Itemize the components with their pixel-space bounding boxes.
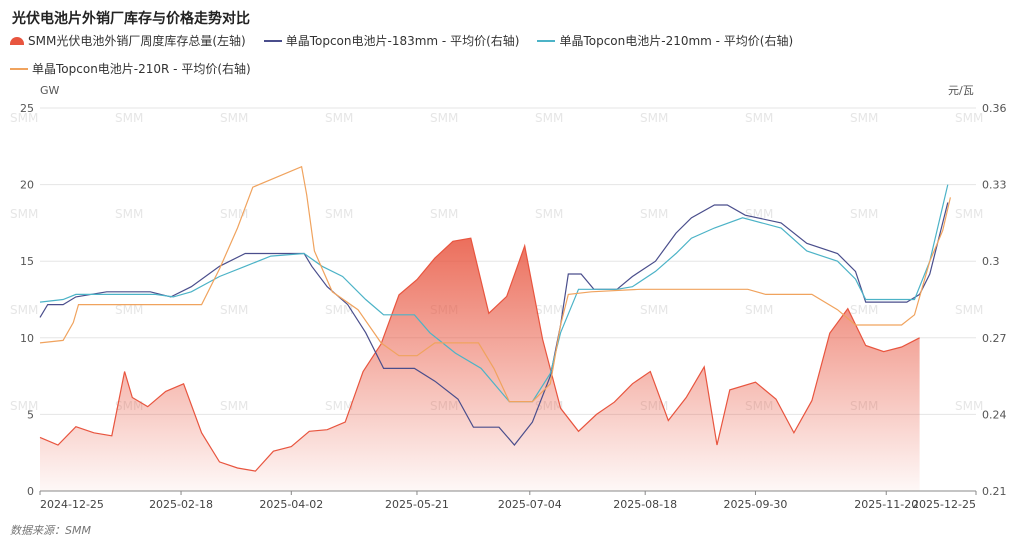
legend-row-1: SMM光伏电池外销厂周度库存总量(左轴) 单晶Topcon电池片-183mm -…: [10, 32, 793, 49]
x-tick-label: 2025-12-25: [912, 498, 976, 511]
watermark-text: SMM: [955, 303, 983, 317]
left-tick-label: 5: [27, 408, 34, 421]
legend-swatch-210mm: [537, 39, 556, 42]
x-tick-label: 2025-07-04: [498, 498, 562, 511]
watermark-text: SMM: [955, 399, 983, 413]
legend-row-2: 单晶Topcon电池片-210R - 平均价(右轴): [10, 60, 251, 77]
watermark-text: SMM: [10, 303, 38, 317]
series-line-inventory: [39, 237, 920, 472]
series-line-s210r: [39, 165, 951, 403]
watermark-text: SMM: [10, 399, 38, 413]
legend-item-183mm[interactable]: 单晶Topcon电池片-183mm - 平均价(右轴): [263, 32, 520, 49]
watermark-text: SMM: [220, 399, 248, 413]
watermark-text: SMM: [535, 303, 563, 317]
watermark-text: SMM: [745, 111, 773, 125]
watermark-text: SMM: [640, 207, 668, 221]
legend-swatch-210r: [10, 67, 28, 70]
legend-item-210mm[interactable]: 单晶Topcon电池片-210mm - 平均价(右轴): [537, 32, 793, 49]
watermark-text: SMM: [640, 303, 668, 317]
right-axis-unit: 元/瓦: [948, 84, 974, 97]
x-tick-label: 2025-08-18: [613, 498, 677, 511]
legend-label-210r: 单晶Topcon电池片-210R - 平均价(右轴): [32, 62, 251, 76]
watermark-text: SMM: [220, 303, 248, 317]
watermark-text: SMM: [10, 207, 38, 221]
x-tick-label: 2025-04-02: [259, 498, 323, 511]
watermark-text: SMM: [850, 303, 878, 317]
right-tick-label: 0.21: [982, 485, 1007, 498]
right-tick-label: 0.27: [982, 332, 1007, 345]
left-axis-unit: GW: [40, 84, 60, 97]
watermark-text: SMM: [535, 111, 563, 125]
watermark-text: SMM: [430, 111, 458, 125]
watermark-text: SMM: [220, 111, 248, 125]
x-tick-label: 2025-02-18: [149, 498, 213, 511]
right-tick-label: 0.24: [982, 408, 1007, 421]
watermark-text: SMM: [115, 207, 143, 221]
watermark-text: SMM: [955, 111, 983, 125]
watermark-text: SMM: [10, 111, 38, 125]
axis-layer: 0 0.21 5 0.24 10 0.27 15 0.3 20 0.33 25 0.36 GW 元/瓦 20…: [20, 84, 1007, 511]
series-line-s183: [39, 202, 949, 446]
right-tick-label: 0.36: [982, 102, 1007, 115]
watermark-text: SMM: [325, 111, 353, 125]
watermark-text: SMM: [955, 207, 983, 221]
watermark-text: SMM: [325, 399, 353, 413]
watermark-text: SMM: [850, 207, 878, 221]
watermark-text: SMM: [115, 303, 143, 317]
series-area-inventory: [40, 238, 920, 491]
watermark-text: SMM: [535, 207, 563, 221]
right-tick-label: 0.3: [982, 255, 1000, 268]
legend-swatch-inventory: [10, 36, 24, 45]
x-tick-label: 2025-11-20: [854, 498, 918, 511]
left-tick-label: 20: [20, 179, 34, 192]
legend-item-210r[interactable]: 单晶Topcon电池片-210R - 平均价(右轴): [10, 60, 251, 77]
left-tick-label: 15: [20, 255, 34, 268]
left-tick-label: 10: [20, 332, 34, 345]
area-layer: [40, 238, 920, 491]
left-tick-label: 0: [27, 485, 34, 498]
chart-title: 光伏电池片外销厂库存与价格走势对比: [12, 11, 250, 27]
watermark-text: SMM: [325, 303, 353, 317]
legend-swatch-183mm: [263, 39, 282, 42]
watermark-text: SMM: [325, 207, 353, 221]
source-note: 数据来源：SMM: [10, 524, 91, 537]
legend-item-inventory[interactable]: SMM光伏电池外销厂周度库存总量(左轴): [10, 32, 246, 49]
watermark-text: SMM: [745, 303, 773, 317]
legend-label-210mm: 单晶Topcon电池片-210mm - 平均价(右轴): [559, 34, 794, 48]
watermark-text: SMM: [430, 207, 458, 221]
line-layer: [39, 165, 951, 472]
legend-label-inventory: SMM光伏电池外销厂周度库存总量(左轴): [28, 34, 246, 48]
x-tick-label: 2025-05-21: [385, 498, 449, 511]
right-tick-label: 0.33: [982, 179, 1007, 192]
left-tick-label: 25: [20, 102, 34, 115]
watermark-text: SMM: [850, 111, 878, 125]
watermark-text: SMM: [745, 207, 773, 221]
watermark-text: SMM: [115, 111, 143, 125]
watermark-text: SMM: [640, 111, 668, 125]
x-tick-label: 2025-09-30: [723, 498, 787, 511]
x-tick-label: 2024-12-25: [40, 498, 104, 511]
legend-label-183mm: 单晶Topcon电池片-183mm - 平均价(右轴): [285, 34, 520, 48]
